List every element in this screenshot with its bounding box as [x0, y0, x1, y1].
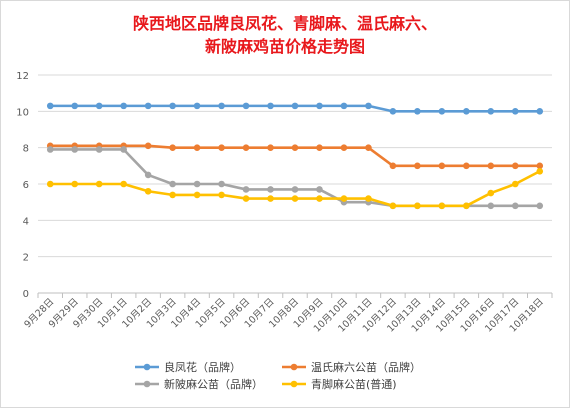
data-point: [536, 202, 544, 210]
data-point: [536, 162, 544, 170]
legend-label: 青脚麻公苗(普通): [311, 377, 397, 391]
y-tick-label: 4: [23, 216, 29, 227]
data-point: [242, 195, 250, 202]
data-point: [71, 146, 79, 153]
data-point: [438, 202, 446, 210]
y-tick-label: 10: [16, 107, 29, 118]
data-point: [95, 146, 103, 153]
data-point: [438, 162, 446, 170]
data-point: [120, 146, 127, 153]
data-point: [95, 180, 103, 188]
data-point: [316, 144, 323, 151]
data-point: [144, 102, 152, 110]
chart-title-line-2: 新陂麻鸡苗价格走势图: [204, 37, 365, 56]
data-point: [218, 191, 225, 199]
data-point: [218, 180, 225, 188]
data-point: [463, 202, 470, 210]
data-point: [316, 186, 323, 193]
series-lines: [46, 102, 544, 210]
data-point: [144, 142, 152, 150]
legend-swatch-marker: [290, 363, 298, 371]
legend-label: 温氏麻六公苗（品牌）: [311, 360, 421, 374]
data-point: [169, 144, 176, 151]
data-point: [389, 108, 397, 115]
data-point: [511, 162, 519, 170]
data-point: [316, 195, 323, 202]
data-point: [169, 180, 176, 188]
data-point: [120, 180, 127, 188]
legend: 良凤花（品牌） 温氏麻六公苗（品牌） 新陂麻公苗（品牌） 青脚麻公苗(普通): [135, 360, 421, 391]
data-point: [487, 108, 495, 115]
data-point: [144, 187, 152, 195]
y-tick-label: 2: [23, 253, 29, 264]
data-point: [414, 108, 421, 115]
data-point: [267, 144, 274, 151]
data-point: [193, 102, 201, 110]
data-point: [463, 162, 470, 170]
legend-label: 良凤花（品牌）: [164, 360, 241, 374]
data-point: [487, 189, 495, 197]
legend-swatch-marker: [290, 380, 298, 388]
data-point: [71, 180, 79, 188]
data-point: [46, 102, 54, 110]
data-point: [169, 102, 176, 110]
legend-swatch-marker: [143, 363, 151, 371]
data-point: [511, 108, 519, 115]
data-point: [511, 180, 519, 188]
data-point: [487, 162, 495, 170]
data-point: [242, 102, 250, 110]
data-point: [536, 167, 544, 175]
data-point: [218, 144, 225, 151]
data-point: [291, 144, 299, 151]
data-point: [169, 191, 176, 199]
data-point: [389, 202, 397, 210]
data-point: [389, 162, 397, 170]
y-axis: 0 2 4 6 8 10 12: [16, 71, 29, 300]
data-point: [536, 108, 544, 115]
data-point: [463, 108, 470, 115]
data-point: [267, 195, 274, 202]
data-point: [193, 191, 201, 199]
data-point: [438, 108, 446, 115]
data-point: [340, 195, 348, 202]
x-axis: 9月28日9月29日9月30日10月1日10月2日10月3日10月4日10月5日…: [22, 292, 553, 335]
data-point: [218, 102, 225, 110]
y-tick-label: 6: [23, 180, 29, 191]
data-point: [291, 195, 299, 202]
data-point: [414, 162, 421, 170]
data-point: [365, 195, 372, 202]
data-point: [340, 144, 348, 151]
chart-title-line-1: 陕西地区品牌良凤花、青脚麻、温氏麻六、: [132, 14, 437, 33]
data-point: [193, 144, 201, 151]
data-point: [193, 180, 201, 188]
y-tick-label: 12: [16, 71, 29, 82]
data-point: [267, 102, 274, 110]
data-point: [291, 186, 299, 193]
legend-swatch-marker: [143, 380, 151, 388]
data-point: [267, 186, 274, 193]
data-point: [95, 102, 103, 110]
data-point: [511, 202, 519, 210]
data-point: [120, 102, 127, 110]
data-point: [365, 144, 372, 151]
data-point: [487, 202, 495, 210]
y-tick-label: 8: [23, 144, 29, 155]
data-point: [316, 102, 323, 110]
data-point: [46, 146, 54, 153]
data-point: [242, 144, 250, 151]
data-point: [414, 202, 421, 210]
data-point: [291, 102, 299, 110]
data-point: [242, 186, 250, 193]
data-point: [144, 171, 152, 179]
data-point: [340, 102, 348, 110]
data-point: [46, 180, 54, 188]
data-point: [365, 102, 372, 110]
legend-label: 新陂麻公苗（品牌）: [164, 377, 263, 391]
y-tick-label: 0: [23, 289, 29, 300]
data-point: [71, 102, 79, 110]
